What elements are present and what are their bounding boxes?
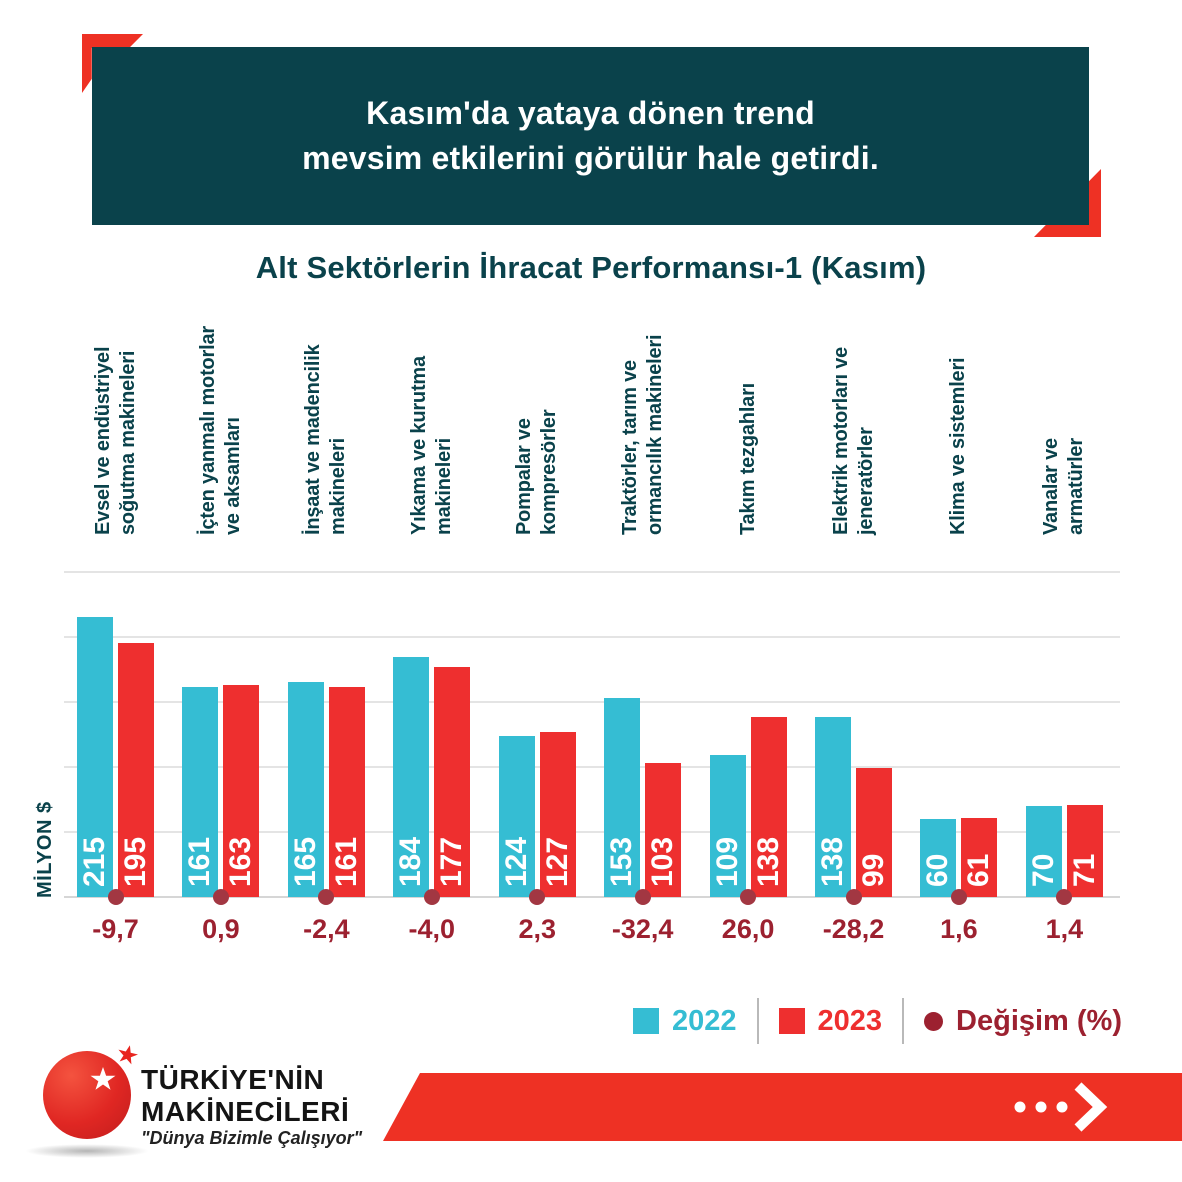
- bar-value-label: 165: [288, 836, 322, 887]
- gridline: [64, 570, 1120, 573]
- category-label: Takım tezgahları: [736, 382, 759, 535]
- bar-value-label: 127: [540, 836, 574, 887]
- category-label: Vanalar ve armatürler: [1040, 438, 1088, 535]
- bar-2023: [223, 684, 260, 897]
- change-percent-label: -2,4: [303, 914, 350, 944]
- bar-2022: [1025, 805, 1062, 897]
- gridline: [64, 765, 1120, 768]
- bar-value-label: 161: [329, 836, 363, 887]
- bar-value-label: 184: [394, 836, 428, 887]
- header-title-line1: Kasım'da yataya dönen trend: [366, 95, 815, 131]
- change-percent-label: -28,2: [822, 914, 885, 944]
- bar-value-label: 153: [605, 836, 639, 887]
- bar-value-label: 138: [816, 836, 849, 887]
- legend-label-2022: 2022: [672, 1004, 737, 1037]
- bar-value-label: 161: [183, 836, 217, 887]
- bar-2023: [645, 762, 682, 897]
- footer-ribbon: [383, 1073, 1182, 1141]
- legend: 2022 2023 Değişim (%): [633, 998, 1122, 1044]
- change-dot-icon: [529, 889, 546, 905]
- bar-2022: [709, 755, 746, 897]
- brand-tagline: "Dünya Bizimle Çalışıyor": [141, 1128, 363, 1148]
- gridline: [64, 635, 1120, 638]
- bar-value-label: 60: [921, 853, 955, 887]
- brand-logo-circle: [43, 1051, 131, 1139]
- change-percent-label: 26,0: [721, 914, 775, 944]
- bar-value-label: 109: [710, 836, 744, 887]
- legend-divider: [756, 998, 759, 1044]
- change-percent-label: 2,3: [518, 914, 556, 944]
- brand-name-line1: TÜRKİYE'NİN: [141, 1064, 325, 1095]
- change-dot-icon: [107, 889, 124, 905]
- header-banner: Kasım'da yataya dönen trend mevsim etkil…: [92, 47, 1089, 225]
- bar-2022: [287, 682, 324, 897]
- chart-title: Alt Sektörlerin İhracat Performansı-1 (K…: [255, 250, 927, 285]
- bar-value-label: 215: [78, 836, 111, 887]
- bar-2022: [182, 687, 219, 897]
- change-dot-icon: [212, 889, 229, 905]
- x-axis-baseline: [64, 896, 1120, 898]
- bar-value-label: 70: [1026, 853, 1060, 887]
- change-percent-label: 1,4: [1045, 914, 1084, 944]
- bar-2023: [856, 768, 892, 897]
- change-percent-label: 0,9: [202, 914, 240, 944]
- legend-change-dot-icon: [924, 1011, 944, 1031]
- logo-shadow: [25, 1144, 149, 1158]
- bar-2022: [77, 617, 113, 897]
- category-label: Klima ve sistemleri: [947, 357, 970, 535]
- bar-value-label: 61: [962, 853, 996, 887]
- bar-2023: [961, 817, 998, 897]
- legend-label-change: Değişim (%): [956, 1004, 1123, 1037]
- bar-2023: [434, 666, 471, 897]
- category-label: Evsel ve endüstriyel soğutma makineleri: [91, 346, 139, 535]
- bar-2023: [328, 687, 365, 897]
- change-dot-icon: [423, 889, 440, 905]
- bar-value-label: 124: [499, 836, 533, 887]
- legend-label-2023: 2023: [817, 1004, 883, 1037]
- legend-swatch-2023: [778, 1008, 805, 1034]
- gridline: [64, 700, 1120, 703]
- bar-2023: [539, 731, 576, 897]
- change-percent-label: -32,4: [611, 914, 674, 944]
- bar-2023: [1066, 804, 1103, 897]
- change-percent-label: -4,0: [408, 914, 456, 944]
- change-dot-icon: [740, 889, 757, 905]
- header-title-line2: mevsim etkilerini görülür hale getirdi.: [302, 140, 879, 176]
- bar-value-label: 195: [119, 836, 152, 887]
- bar-value-label: 163: [224, 836, 258, 887]
- category-label: İçten yanmalı motorlar ve aksamları: [196, 326, 244, 535]
- bar-value-label: 103: [646, 836, 680, 887]
- bar-2023: [750, 717, 787, 897]
- bar-2022: [604, 697, 641, 897]
- category-label: İnşaat ve madencilik makineleri: [302, 344, 350, 535]
- category-label: Yıkama ve kurutma makineleri: [407, 356, 455, 535]
- legend-swatch-2022: [633, 1008, 659, 1034]
- change-percent-label: -9,7: [92, 914, 139, 944]
- bar-2022: [393, 657, 430, 897]
- bar-2023: [118, 643, 154, 897]
- gridline: [64, 830, 1120, 833]
- change-percent-label: 1,6: [940, 914, 978, 944]
- category-label: Elektrik motorları ve jeneratörler: [829, 346, 877, 535]
- change-dot-icon: [845, 889, 862, 905]
- change-dot-icon: [1056, 889, 1073, 905]
- next-arrow-icon[interactable]: [1008, 1079, 1118, 1135]
- bar-value-label: 138: [751, 836, 785, 887]
- category-label: Traktörler, tarım ve ormancılık makinele…: [618, 334, 666, 535]
- bar-value-label: 71: [1067, 853, 1101, 887]
- bar-2022: [920, 818, 957, 897]
- bar-2022: [815, 717, 851, 897]
- bar-value-label: 99: [857, 853, 890, 887]
- legend-divider: [902, 998, 905, 1044]
- change-dot-icon: [634, 889, 651, 905]
- brand-name-line2: MAKİNECİLERİ: [141, 1096, 350, 1127]
- bar-value-label: 177: [435, 836, 469, 887]
- category-label: Pompalar ve kompresörler: [513, 409, 561, 535]
- change-dot-icon: [318, 889, 335, 905]
- change-dot-icon: [950, 889, 967, 905]
- bar-2022: [498, 735, 535, 897]
